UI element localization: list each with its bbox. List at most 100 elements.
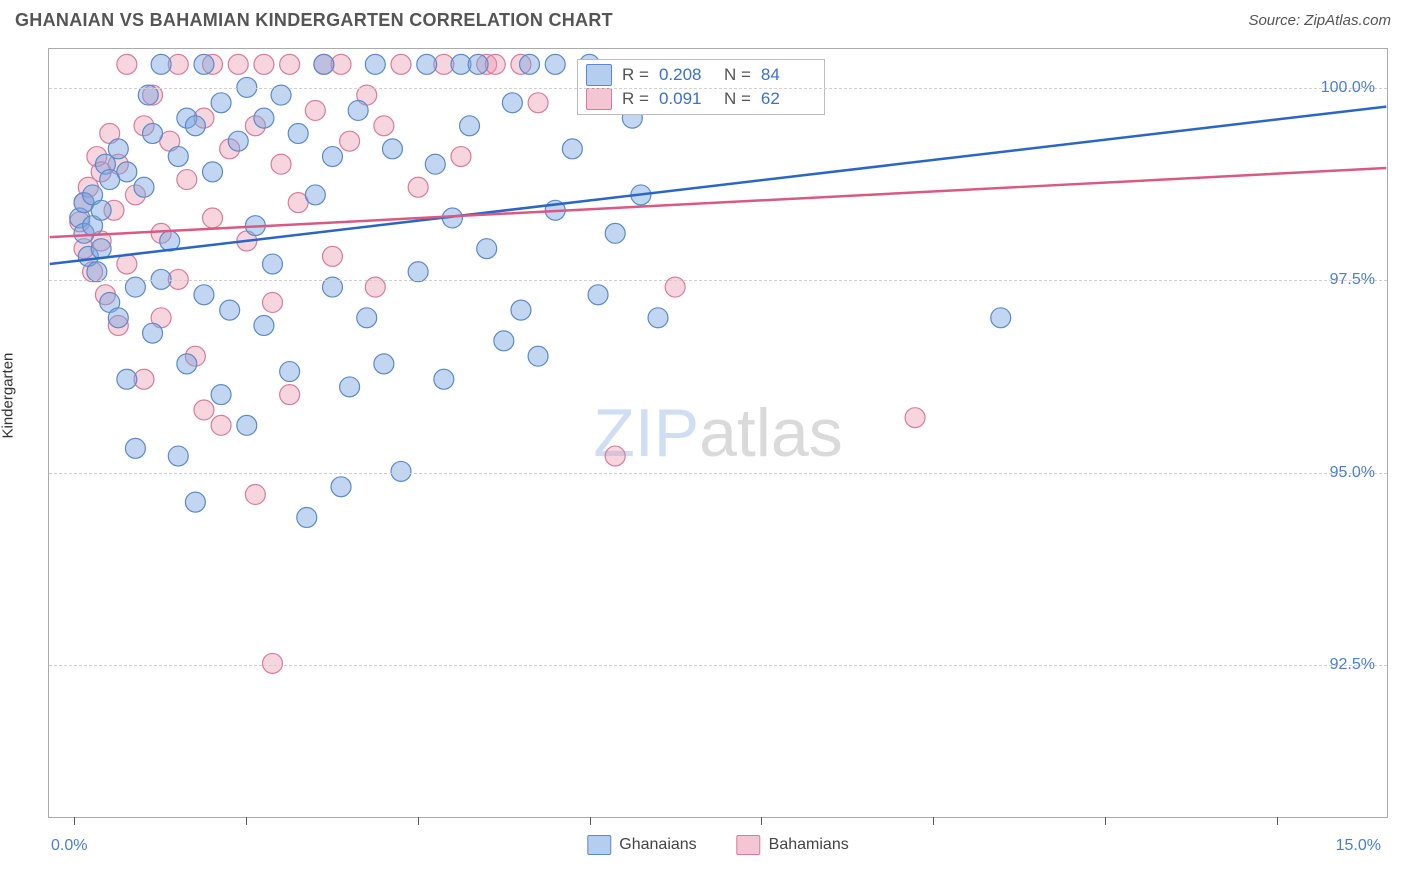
data-point: [391, 54, 411, 74]
data-point: [211, 93, 231, 113]
x-tick: [74, 817, 75, 825]
data-point: [194, 400, 214, 420]
data-point: [357, 308, 377, 328]
data-point: [305, 185, 325, 205]
data-point: [297, 508, 317, 528]
data-point: [305, 100, 325, 120]
data-point: [331, 477, 351, 497]
data-point: [528, 346, 548, 366]
x-tick: [1277, 817, 1278, 825]
data-point: [168, 446, 188, 466]
data-point: [280, 385, 300, 405]
legend-swatch: [587, 835, 611, 855]
data-point: [408, 177, 428, 197]
data-point: [340, 377, 360, 397]
legend-row: R = 0.091 N = 62: [586, 88, 816, 110]
data-point: [220, 300, 240, 320]
legend-swatch: [586, 88, 612, 110]
data-point: [228, 131, 248, 151]
data-point: [263, 254, 283, 274]
gridline: [49, 280, 1387, 281]
data-point: [648, 308, 668, 328]
data-point: [348, 100, 368, 120]
data-point: [477, 239, 497, 259]
data-point: [134, 177, 154, 197]
data-point: [211, 415, 231, 435]
data-point: [263, 292, 283, 312]
data-point: [237, 415, 257, 435]
x-axis-max-label: 15.0%: [1336, 837, 1381, 855]
legend-n-value: 62: [761, 89, 816, 109]
legend-swatch: [586, 64, 612, 86]
legend-swatch: [737, 835, 761, 855]
data-point: [185, 492, 205, 512]
data-point: [91, 239, 111, 259]
legend-n-value: 84: [761, 65, 816, 85]
x-tick: [1105, 817, 1106, 825]
data-point: [194, 285, 214, 305]
legend-n-label: N =: [724, 65, 751, 85]
data-point: [108, 308, 128, 328]
data-point: [374, 354, 394, 374]
data-point: [905, 408, 925, 428]
legend-r-value: 0.091: [659, 89, 714, 109]
data-point: [117, 369, 137, 389]
data-point: [314, 54, 334, 74]
data-point: [168, 147, 188, 167]
data-point: [117, 54, 137, 74]
y-tick-label: 97.5%: [1330, 271, 1375, 289]
data-point: [374, 116, 394, 136]
data-point: [254, 316, 274, 336]
legend-series-name: Ghanaians: [619, 836, 696, 854]
data-point: [117, 162, 137, 182]
source-attribution: Source: ZipAtlas.com: [1248, 12, 1391, 29]
legend-series-name: Bahamians: [769, 836, 849, 854]
data-point: [322, 246, 342, 266]
data-point: [511, 300, 531, 320]
data-point: [434, 369, 454, 389]
gridline: [49, 473, 1387, 474]
x-axis-min-label: 0.0%: [51, 837, 87, 855]
x-tick: [761, 817, 762, 825]
data-point: [211, 385, 231, 405]
x-tick: [590, 817, 591, 825]
chart-plot-area: ZIPatlas R =0.208N =84R =0.091N =62 Ghan…: [48, 48, 1388, 818]
data-point: [280, 362, 300, 382]
legend-row: R = 0.208 N = 84: [586, 64, 816, 86]
data-point: [143, 124, 163, 144]
data-point: [185, 116, 205, 136]
data-point: [254, 108, 274, 128]
legend-r-value: 0.208: [659, 65, 714, 85]
data-point: [605, 223, 625, 243]
data-point: [545, 54, 565, 74]
y-tick-label: 100.0%: [1321, 79, 1375, 97]
data-point: [254, 54, 274, 74]
y-tick-label: 95.0%: [1330, 464, 1375, 482]
x-tick: [933, 817, 934, 825]
series-legend: Ghanaians Bahamians: [587, 835, 848, 855]
data-point: [340, 131, 360, 151]
data-point: [494, 331, 514, 351]
data-point: [365, 54, 385, 74]
data-point: [117, 254, 137, 274]
data-point: [408, 262, 428, 282]
data-point: [108, 139, 128, 159]
data-point: [391, 461, 411, 481]
data-point: [177, 354, 197, 374]
x-tick: [418, 817, 419, 825]
data-point: [417, 54, 437, 74]
y-tick-label: 92.5%: [1330, 656, 1375, 674]
legend-n-label: N =: [724, 89, 751, 109]
data-point: [528, 93, 548, 113]
data-point: [203, 208, 223, 228]
chart-title: GHANAIAN VS BAHAMIAN KINDERGARTEN CORREL…: [15, 10, 613, 31]
legend-r-label: R =: [622, 65, 649, 85]
data-point: [151, 54, 171, 74]
legend-r-label: R =: [622, 89, 649, 109]
data-point: [177, 170, 197, 190]
data-point: [271, 154, 291, 174]
gridline: [49, 665, 1387, 666]
data-point: [288, 124, 308, 144]
data-point: [143, 323, 163, 343]
data-point: [502, 93, 522, 113]
